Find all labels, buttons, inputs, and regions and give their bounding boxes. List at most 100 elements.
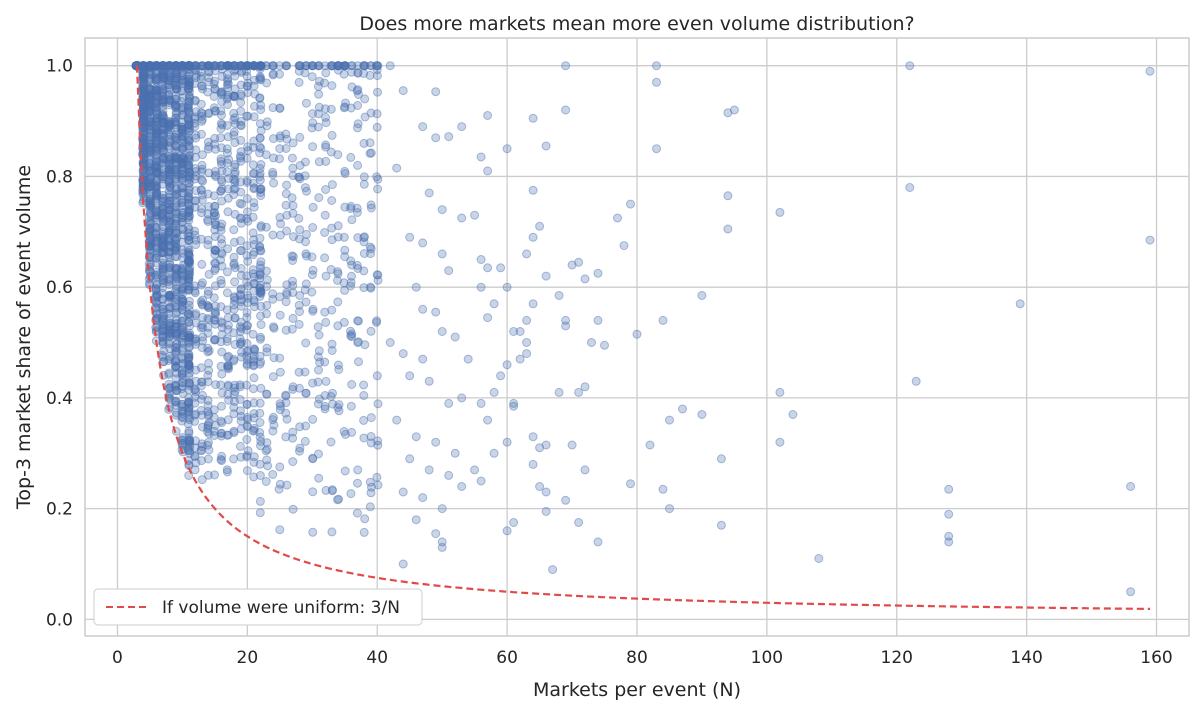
scatter-point — [177, 61, 187, 71]
scatter-point — [222, 334, 232, 344]
scatter-point — [139, 84, 149, 94]
scatter-point — [164, 309, 174, 318]
scatter-point — [178, 439, 188, 448]
scatter-point — [177, 127, 187, 137]
scatter-point — [171, 167, 181, 177]
scatter-point — [158, 61, 167, 71]
scatter-point — [144, 162, 154, 171]
scatter-point — [905, 61, 915, 71]
scatter-point — [184, 343, 194, 353]
scatter-point — [184, 118, 194, 128]
scatter-point — [144, 100, 154, 110]
scatter-point — [145, 166, 155, 175]
scatter-point — [177, 61, 187, 71]
scatter-point — [476, 398, 486, 408]
scatter-point — [268, 415, 278, 425]
scatter-point — [373, 399, 383, 409]
scatter-point — [177, 416, 187, 426]
scatter-point — [151, 237, 161, 247]
scatter-point — [184, 195, 194, 204]
scatter-point — [229, 426, 239, 436]
scatter-point — [165, 328, 175, 338]
scatter-point — [178, 208, 188, 217]
scatter-point — [139, 74, 149, 84]
scatter-point — [152, 188, 162, 198]
scatter-point — [178, 296, 188, 306]
scatter-point — [146, 159, 156, 169]
scatter-point — [159, 311, 168, 321]
scatter-point — [248, 329, 258, 339]
scatter-point — [372, 71, 382, 81]
scatter-point — [288, 504, 298, 514]
scatter-point — [177, 134, 187, 144]
scatter-point — [373, 275, 383, 285]
scatter-point — [301, 98, 311, 108]
scatter-point — [165, 196, 175, 206]
scatter-point — [151, 76, 161, 86]
scatter-point — [282, 180, 292, 190]
scatter-point — [177, 165, 187, 175]
scatter-point — [165, 138, 175, 147]
scatter-point — [151, 100, 161, 110]
scatter-point — [178, 275, 188, 285]
scatter-point — [145, 132, 155, 142]
scatter-point — [139, 111, 149, 121]
scatter-point — [242, 466, 252, 476]
scatter-point — [151, 208, 161, 217]
scatter-point — [152, 193, 162, 203]
scatter-point — [373, 184, 383, 194]
scatter-point — [146, 164, 156, 173]
scatter-point — [152, 130, 162, 140]
scatter-point — [263, 461, 273, 471]
scatter-point — [171, 153, 181, 162]
scatter-point — [157, 239, 167, 249]
scatter-point — [158, 140, 168, 150]
scatter-point — [463, 354, 473, 364]
scatter-point — [372, 109, 382, 119]
scatter-point — [158, 61, 168, 71]
scatter-point — [346, 281, 356, 291]
scatter-point — [164, 177, 174, 187]
scatter-point — [144, 95, 154, 105]
scatter-point — [216, 279, 226, 289]
scatter-point — [256, 246, 266, 256]
scatter-point — [359, 527, 369, 537]
scatter-point — [405, 454, 415, 464]
scatter-point — [164, 120, 174, 130]
scatter-point — [177, 305, 187, 314]
scatter-point — [158, 316, 168, 326]
scatter-point — [165, 95, 175, 105]
scatter-point — [295, 307, 304, 317]
scatter-point — [541, 487, 551, 497]
scatter-point — [222, 158, 232, 168]
scatter-point — [326, 104, 336, 114]
scatter-point — [177, 61, 187, 71]
scatter-point — [151, 284, 161, 293]
scatter-point — [158, 154, 168, 164]
scatter-point — [164, 61, 174, 71]
scatter-point — [177, 75, 187, 85]
scatter-point — [164, 61, 174, 71]
scatter-point — [144, 182, 154, 192]
scatter-point — [151, 184, 161, 194]
scatter-point — [184, 161, 194, 171]
scatter-point — [183, 160, 193, 170]
scatter-point — [197, 175, 206, 185]
scatter-point — [164, 90, 174, 100]
scatter-point — [170, 298, 180, 307]
scatter-point — [152, 117, 162, 127]
scatter-point — [178, 276, 188, 286]
scatter-point — [138, 124, 148, 134]
scatter-point — [178, 294, 188, 304]
scatter-point — [165, 290, 174, 300]
scatter-point — [164, 80, 174, 90]
scatter-point — [151, 149, 161, 159]
scatter-point — [177, 265, 187, 275]
scatter-point — [165, 71, 175, 81]
scatter-point — [164, 368, 174, 378]
scatter-point — [203, 240, 213, 250]
scatter-point — [178, 61, 188, 71]
scatter-point — [170, 61, 180, 71]
scatter-point — [645, 440, 655, 450]
scatter-point — [352, 203, 362, 213]
